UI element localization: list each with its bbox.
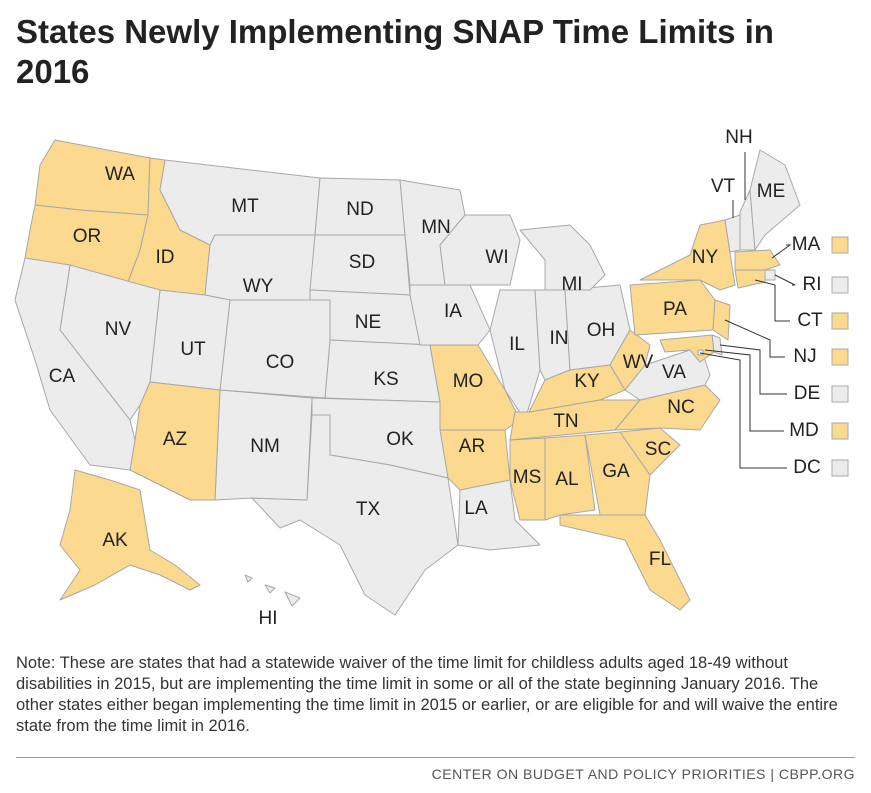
note: Note: These are states that had a statew… (16, 654, 838, 735)
state-label: AL (555, 469, 578, 490)
source: CENTER ON BUDGET AND POLICY PRIORITIES |… (431, 766, 855, 782)
state-label: VT (711, 176, 736, 197)
legend-square (831, 276, 849, 294)
state-label: NJ (793, 346, 816, 367)
callout-line (719, 344, 787, 395)
state-label: MS (513, 467, 542, 488)
state-label: NH (725, 127, 752, 148)
state-label: AZ (163, 429, 188, 450)
state-label: TN (553, 411, 578, 432)
state-label: TX (356, 499, 381, 520)
state-label: VA (662, 362, 686, 383)
state-label: NE (355, 312, 381, 333)
state-shape (609, 329, 651, 391)
state-label: WY (243, 276, 274, 297)
callout-line (774, 274, 796, 286)
state-label: CT (797, 310, 823, 331)
state-label: KY (574, 371, 600, 392)
state-label: DC (793, 457, 820, 478)
state-shape (519, 224, 606, 291)
state-label: NV (105, 319, 132, 340)
callout-line (724, 319, 785, 358)
callout-line (754, 279, 790, 322)
legend-square (831, 422, 849, 440)
state-label: MD (789, 420, 819, 441)
state-label: OK (386, 429, 414, 450)
state-shape (764, 269, 776, 281)
state-label: ND (346, 199, 373, 220)
state-label: PA (663, 299, 687, 320)
state-shape (244, 574, 253, 583)
title: States Newly Implementing SNAP Time Limi… (16, 13, 774, 90)
state-label: IL (509, 334, 525, 355)
state-label: MA (792, 234, 821, 255)
state-label: AK (102, 530, 128, 551)
state-shape (284, 591, 301, 607)
legend-square (831, 348, 849, 366)
callout-line (704, 349, 784, 432)
state-label: WA (105, 164, 135, 185)
state-shape (584, 431, 651, 516)
state-label: ID (156, 247, 175, 268)
state-shape (251, 414, 459, 616)
state-label: CA (49, 366, 76, 387)
legend-square (831, 236, 849, 254)
state-label: MT (231, 196, 259, 217)
state-label: OR (73, 226, 102, 247)
state-shape (129, 381, 221, 501)
state-shape (734, 269, 766, 289)
state-shape (14, 257, 136, 471)
state-shape (619, 427, 681, 476)
callout-line (771, 244, 792, 259)
state-shape (559, 514, 691, 611)
state-label: OH (587, 320, 616, 341)
state-label: WI (485, 247, 508, 268)
state-shape (264, 584, 276, 594)
state-label: LA (464, 498, 488, 519)
state-shape (697, 349, 704, 356)
state-shape (439, 214, 521, 286)
state-label: DE (794, 383, 820, 404)
state-label: KS (373, 369, 398, 390)
state-label: MO (453, 371, 484, 392)
state-shape (712, 299, 731, 341)
state-label: IA (444, 301, 462, 322)
state-label: WV (623, 352, 654, 373)
state-shape (544, 434, 596, 521)
state-label: MI (561, 274, 582, 295)
state-shape (639, 219, 736, 291)
state-label: ME (757, 181, 786, 202)
state-label: HI (259, 608, 278, 629)
legend-square (831, 459, 849, 477)
legend-square (831, 312, 849, 330)
state-label: SC (645, 439, 671, 460)
state-label: NY (692, 247, 719, 268)
state-label: SD (349, 252, 375, 273)
state-label: CO (266, 352, 295, 373)
state-shape (624, 344, 711, 401)
state-shape (509, 437, 546, 521)
callout-line (699, 352, 787, 469)
state-label: NM (250, 436, 280, 457)
divider (16, 757, 855, 758)
state-shape (59, 469, 201, 601)
state-label: FL (649, 549, 671, 570)
state-label: GA (602, 461, 630, 482)
state-label: RI (803, 274, 822, 295)
state-label: IN (550, 328, 569, 349)
state-label: UT (180, 339, 206, 360)
state-shape (734, 249, 781, 271)
state-label: MN (421, 217, 451, 238)
state-shape (749, 149, 801, 251)
legend-square (831, 385, 849, 403)
state-label: AR (459, 436, 485, 457)
state-label: NC (667, 397, 694, 418)
state-shape (219, 299, 331, 399)
